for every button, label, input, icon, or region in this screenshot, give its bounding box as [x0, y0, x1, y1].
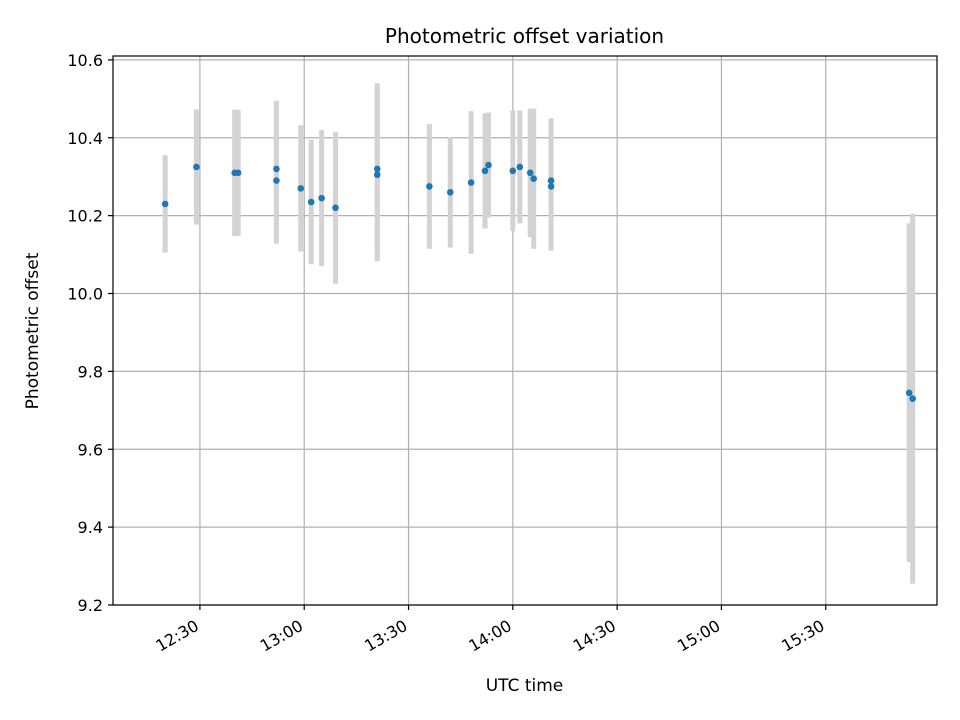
- y-tick-label: 9.4: [78, 518, 103, 537]
- data-point: [905, 389, 913, 397]
- data-point: [234, 169, 242, 177]
- data-point: [446, 188, 454, 196]
- x-tick-label: 14:30: [570, 616, 619, 656]
- data-point: [373, 171, 381, 179]
- data-point: [273, 177, 280, 184]
- data-point: [297, 185, 305, 192]
- data-point: [509, 167, 517, 175]
- data-point: [526, 169, 534, 177]
- data-point: [161, 200, 169, 208]
- x-axis-title: UTC time: [486, 676, 564, 696]
- x-tick-label: 13:30: [361, 616, 410, 656]
- data-point: [481, 167, 489, 175]
- tick-layer: 9.2 9.4 9.6 9.8 10.0 10.2 10.4 10.6 12:30 13:00 13…: [67, 51, 827, 656]
- data-point: [373, 165, 381, 173]
- y-tick-label: 10.6: [67, 51, 103, 70]
- data-point: [485, 161, 492, 169]
- data-point: [332, 204, 339, 212]
- y-tick-label: 9.6: [78, 440, 103, 459]
- y-tick-label: 10.2: [67, 207, 103, 226]
- y-tick-label: 10.4: [67, 129, 103, 148]
- point-layer: [161, 161, 916, 402]
- data-point: [273, 165, 280, 173]
- chart-title: Photometric offset variation: [385, 24, 664, 48]
- x-tick-label: 12:30: [152, 616, 201, 656]
- data-point: [307, 198, 315, 206]
- x-tick-label: 14:00: [465, 616, 514, 656]
- y-tick-label: 9.8: [78, 362, 103, 381]
- data-point: [193, 163, 200, 171]
- x-tick-label: 15:00: [674, 616, 723, 656]
- y-tick-label: 9.2: [78, 596, 103, 615]
- data-point: [467, 179, 475, 186]
- x-tick-label: 15:30: [778, 616, 827, 656]
- x-tick-label: 13:00: [257, 616, 306, 656]
- plot-frame: [112, 55, 938, 606]
- errorbar-layer: [162, 83, 916, 584]
- data-point: [318, 194, 325, 202]
- data-point: [516, 163, 524, 171]
- y-axis-title: Photometric offset: [23, 252, 43, 409]
- data-point: [426, 183, 433, 190]
- data-point: [530, 175, 537, 182]
- data-point: [547, 183, 555, 190]
- y-tick-label: 10.0: [67, 285, 103, 304]
- data-point: [909, 395, 916, 402]
- data-point: [547, 177, 555, 184]
